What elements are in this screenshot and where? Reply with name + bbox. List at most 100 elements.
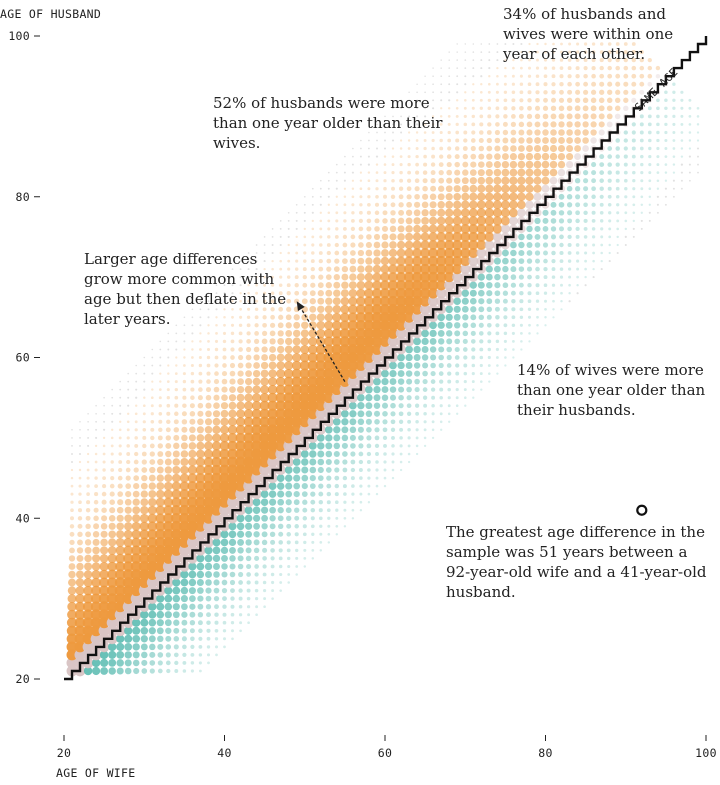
couple-density-dot (599, 162, 605, 168)
couple-density-dot (403, 271, 415, 283)
couple-density-dot (576, 284, 579, 287)
couple-density-dot (381, 249, 389, 257)
couple-density-dot (162, 561, 174, 572)
couple-density-dot (608, 251, 611, 255)
couple-density-dot (87, 436, 90, 439)
couple-density-dot (318, 483, 324, 489)
couple-density-dot (299, 368, 310, 379)
couple-density-dot (544, 50, 547, 54)
couple-density-dot (139, 529, 150, 540)
couple-density-dot (99, 650, 109, 660)
couple-density-dot (405, 225, 413, 233)
couple-density-dot (311, 549, 315, 552)
couple-density-dot (359, 484, 363, 488)
couple-density-dot (127, 404, 130, 407)
couple-density-dot (155, 505, 166, 515)
couple-density-dot (116, 514, 124, 522)
couple-density-dot (454, 161, 460, 168)
couple-density-dot (228, 530, 237, 539)
couple-density-dot (67, 586, 77, 595)
couple-density-dot (583, 89, 589, 95)
couple-density-dot (341, 442, 348, 449)
couple-density-dot (680, 122, 684, 126)
couple-density-dot (591, 73, 596, 79)
couple-density-dot (103, 404, 105, 407)
couple-density-dot (355, 335, 367, 347)
couple-density-dot (76, 554, 84, 562)
couple-density-dot (173, 619, 180, 626)
couple-density-dot (294, 283, 299, 288)
couple-density-dot (616, 211, 620, 215)
couple-density-dot (397, 240, 406, 250)
couple-density-dot (623, 105, 629, 112)
couple-density-dot (379, 295, 391, 307)
couple-density-dot (236, 514, 245, 523)
couple-density-dot (318, 266, 324, 272)
couple-density-dot (447, 107, 451, 110)
couple-density-dot (397, 370, 405, 378)
couple-density-dot (511, 114, 516, 119)
couple-density-dot (456, 59, 458, 61)
couple-density-dot (599, 81, 605, 87)
couple-density-dot (83, 577, 93, 588)
couple-density-dot (495, 331, 500, 336)
couple-density-dot (664, 155, 668, 158)
couple-density-dot (342, 250, 348, 256)
couple-density-dot (348, 281, 357, 290)
couple-density-dot (291, 400, 303, 412)
couple-density-dot (463, 138, 468, 143)
couple-density-dot (156, 474, 165, 482)
couple-density-dot (335, 211, 339, 215)
couple-density-dot (326, 491, 332, 497)
couple-density-dot (155, 513, 166, 524)
couple-density-dot (399, 147, 403, 150)
couple-density-dot (608, 227, 612, 231)
couple-density-dot (135, 404, 138, 407)
couple-density-dot (70, 468, 74, 472)
couple-density-dot (238, 331, 243, 336)
couple-density-dot (395, 319, 407, 331)
couple-density-dot (680, 98, 684, 102)
couple-density-dot (568, 292, 571, 295)
couple-density-dot (214, 347, 219, 352)
couple-density-dot (341, 265, 349, 273)
couple-density-dot (237, 370, 244, 377)
couple-density-dot (363, 296, 374, 307)
couple-density-dot (315, 384, 327, 396)
couple-density-dot (157, 668, 163, 674)
couple-density-dot (229, 579, 236, 586)
couple-density-dot (350, 476, 355, 481)
couple-density-dot (251, 432, 262, 444)
couple-density-dot (315, 344, 326, 355)
couple-density-dot (340, 312, 350, 323)
couple-density-dot (78, 460, 82, 464)
couple-density-dot (495, 90, 499, 94)
couple-density-dot (291, 376, 302, 387)
couple-density-dot (309, 313, 317, 322)
couple-density-dot (406, 386, 412, 393)
couple-density-dot (334, 500, 339, 505)
couple-density-dot (170, 520, 182, 532)
couple-density-dot (119, 420, 122, 423)
couple-density-dot (246, 315, 251, 320)
couple-density-dot (398, 419, 404, 424)
couple-density-dot (286, 298, 292, 304)
couple-density-dot (262, 556, 267, 561)
couple-density-dot (260, 377, 269, 386)
couple-density-dot (414, 403, 420, 408)
couple-density-dot (632, 219, 635, 223)
couple-density-dot (278, 564, 283, 569)
couple-density-dot (335, 533, 339, 536)
couple-density-dot (648, 211, 651, 214)
couple-density-dot (156, 610, 165, 619)
couple-density-dot (355, 352, 367, 363)
couple-density-dot (341, 273, 349, 281)
couple-density-dot (108, 538, 117, 547)
couple-density-dot (502, 298, 508, 304)
couple-density-dot (422, 362, 429, 369)
couple-density-dot (339, 360, 351, 371)
couple-density-dot (164, 474, 173, 483)
couple-density-dot (615, 57, 620, 63)
couple-density-dot (447, 130, 451, 135)
couple-density-dot (376, 123, 378, 126)
